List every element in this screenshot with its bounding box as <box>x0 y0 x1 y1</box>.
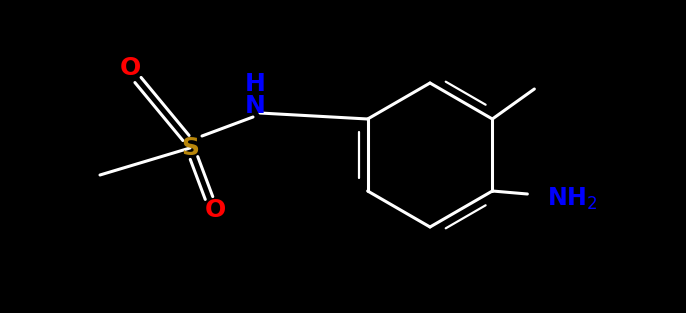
Text: H
N: H N <box>245 72 265 118</box>
Text: NH$_2$: NH$_2$ <box>547 186 598 212</box>
Text: O: O <box>119 56 141 80</box>
Text: S: S <box>181 136 199 160</box>
Text: O: O <box>204 198 226 222</box>
